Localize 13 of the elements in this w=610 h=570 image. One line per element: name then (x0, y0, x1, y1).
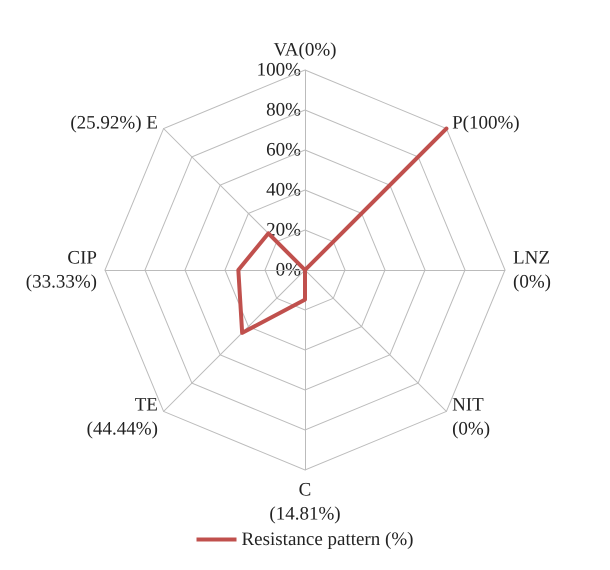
spoke-label: CIP (33.33%) (26, 248, 97, 292)
y-tick-label: 60% (266, 140, 302, 160)
y-tick-label: 100% (256, 60, 302, 80)
y-tick-label: 40% (266, 180, 302, 200)
legend-label: Resistance pattern (%) (242, 529, 414, 550)
y-tick-label: 80% (266, 100, 302, 120)
spoke-label: TE (44.44%) (86, 394, 158, 440)
spoke-label: (25.92%) E (70, 112, 158, 134)
spoke-label: P(100%) (452, 112, 520, 134)
spoke-label: NIT (0%) (452, 394, 490, 440)
spoke-label: C (14.81%) (269, 480, 341, 524)
spoke-label: VA(0%) (274, 40, 336, 60)
spoke-label: LNZ (0%) (513, 248, 551, 292)
